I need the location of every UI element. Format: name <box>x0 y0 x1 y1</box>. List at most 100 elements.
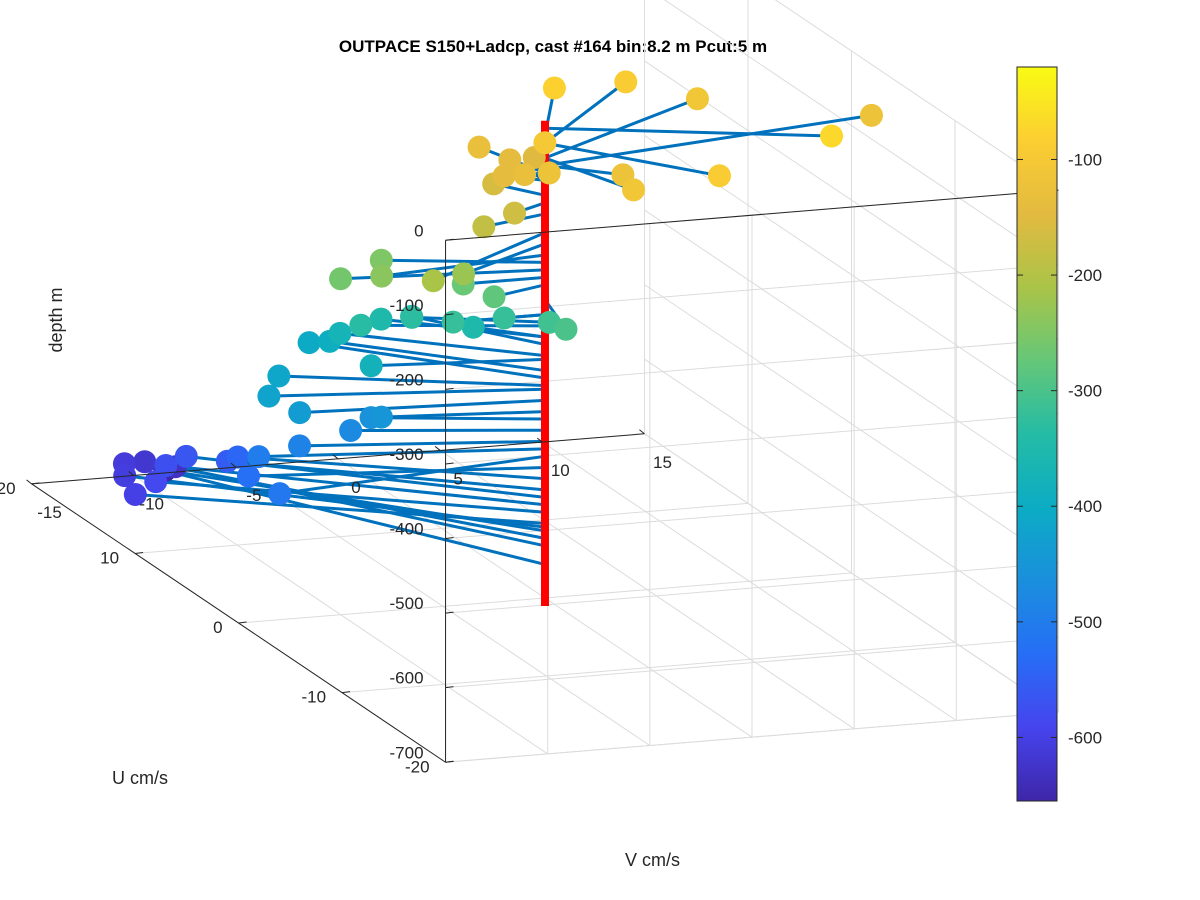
data-point <box>247 445 271 469</box>
grid-line-back-z <box>445 637 1059 689</box>
stem-line <box>473 325 546 339</box>
data-point <box>257 384 281 408</box>
x-tick-mark <box>434 446 441 451</box>
data-point <box>537 161 561 185</box>
colorbar-tick-label: -100 <box>1068 150 1102 169</box>
x-axis-label: V cm/s <box>625 850 680 870</box>
stem-line <box>371 357 546 368</box>
x-tick-mark <box>230 462 237 468</box>
stem-line <box>329 339 546 373</box>
stem-line <box>175 465 546 548</box>
stem-line <box>544 80 627 145</box>
data-stems <box>124 80 872 566</box>
y-axis-label: U cm/s <box>112 768 168 788</box>
stem-line <box>258 447 546 459</box>
x-tick-mark <box>332 454 339 460</box>
z-tick-label: -400 <box>390 520 424 539</box>
z-axis-label: depth m <box>46 287 66 352</box>
data-point <box>614 70 638 94</box>
stem-line <box>308 341 546 380</box>
z-tick-mark <box>445 537 454 540</box>
x-tick-label: -5 <box>246 486 261 505</box>
data-point <box>370 264 394 288</box>
grid-line-side-z <box>663 0 1059 266</box>
data-point <box>123 482 147 506</box>
data-point <box>859 103 883 127</box>
y-tick-mark <box>445 760 454 763</box>
stem-line <box>544 126 832 138</box>
x-tick-label: -10 <box>139 495 164 514</box>
colorbar-tick-label: -400 <box>1068 497 1102 516</box>
x-tick-label: 5 <box>453 469 462 488</box>
grid-line-side-z <box>644 284 1059 564</box>
data-point <box>400 305 424 329</box>
data-point <box>328 321 352 345</box>
colorbar-tick-label: -200 <box>1068 266 1102 285</box>
y-tick-label: 20 <box>0 479 16 498</box>
data-point <box>498 148 522 172</box>
data-point <box>339 418 363 442</box>
data-point <box>467 135 491 159</box>
data-point <box>369 307 393 331</box>
data-point <box>359 354 383 378</box>
grid-line-side-z <box>644 60 1059 340</box>
data-point <box>542 76 566 100</box>
stem-line <box>278 374 546 387</box>
data-point <box>288 434 312 458</box>
x-tick-label: -15 <box>37 503 62 522</box>
data-point <box>267 364 291 388</box>
grid-line-side-z <box>644 358 1059 638</box>
colorbar-tick-label: -300 <box>1068 382 1102 401</box>
stem-line <box>339 331 546 358</box>
chart-title: OUTPACE S150+Ladcp, cast #164 bin:8.2 m … <box>339 37 767 56</box>
stem-line <box>237 455 546 481</box>
x-tick-label: 0 <box>351 478 360 497</box>
x-tick-mark <box>26 479 32 485</box>
data-point <box>502 201 526 225</box>
grid-line-floor-u <box>445 711 1059 763</box>
data-point <box>113 464 137 488</box>
z-tick-mark <box>445 462 454 465</box>
data-point <box>461 315 485 339</box>
stem-line <box>299 439 546 448</box>
y-tick-label: 10 <box>100 548 119 567</box>
axis-ticks: 0-100-200-300-400-500-600-700-20-1001020… <box>0 221 672 776</box>
z-tick-label: -700 <box>390 743 424 762</box>
colorbar-tick-label: -600 <box>1068 728 1102 747</box>
data-point <box>472 215 496 239</box>
z-tick-mark <box>445 313 454 316</box>
stem-line <box>463 275 546 286</box>
data-point <box>533 131 557 155</box>
axis-edge <box>31 483 446 763</box>
data-point <box>297 331 321 355</box>
data-points <box>112 70 883 506</box>
stem-line <box>544 141 720 178</box>
z-tick-mark <box>445 686 454 689</box>
colorbar: -100 -200 -300 -400 -500 -600 <box>1016 66 1102 802</box>
data-point <box>268 482 292 506</box>
z-tick-label: -600 <box>390 669 424 688</box>
data-point <box>482 285 506 309</box>
data-point <box>554 317 578 341</box>
stem-line <box>164 469 546 566</box>
y-tick-label: -20 <box>405 757 430 776</box>
data-point <box>288 401 312 425</box>
x-tick-mark <box>128 471 135 476</box>
y-tick-mark <box>134 551 144 554</box>
stem-line <box>371 416 546 421</box>
x-tick-label: 15 <box>653 453 672 472</box>
y-tick-mark <box>31 482 40 485</box>
stem-line <box>544 113 872 167</box>
stem-line <box>544 97 698 160</box>
z-tick-label: 0 <box>414 221 423 240</box>
x-tick-mark <box>639 429 645 435</box>
data-point <box>707 164 731 188</box>
data-point <box>349 313 373 337</box>
x-tick-mark <box>536 437 543 443</box>
z-tick-label: -300 <box>390 445 424 464</box>
y-tick-label: 0 <box>213 618 222 637</box>
data-point <box>820 124 844 148</box>
stem-line <box>381 258 546 264</box>
y-tick-label: -10 <box>301 688 326 707</box>
